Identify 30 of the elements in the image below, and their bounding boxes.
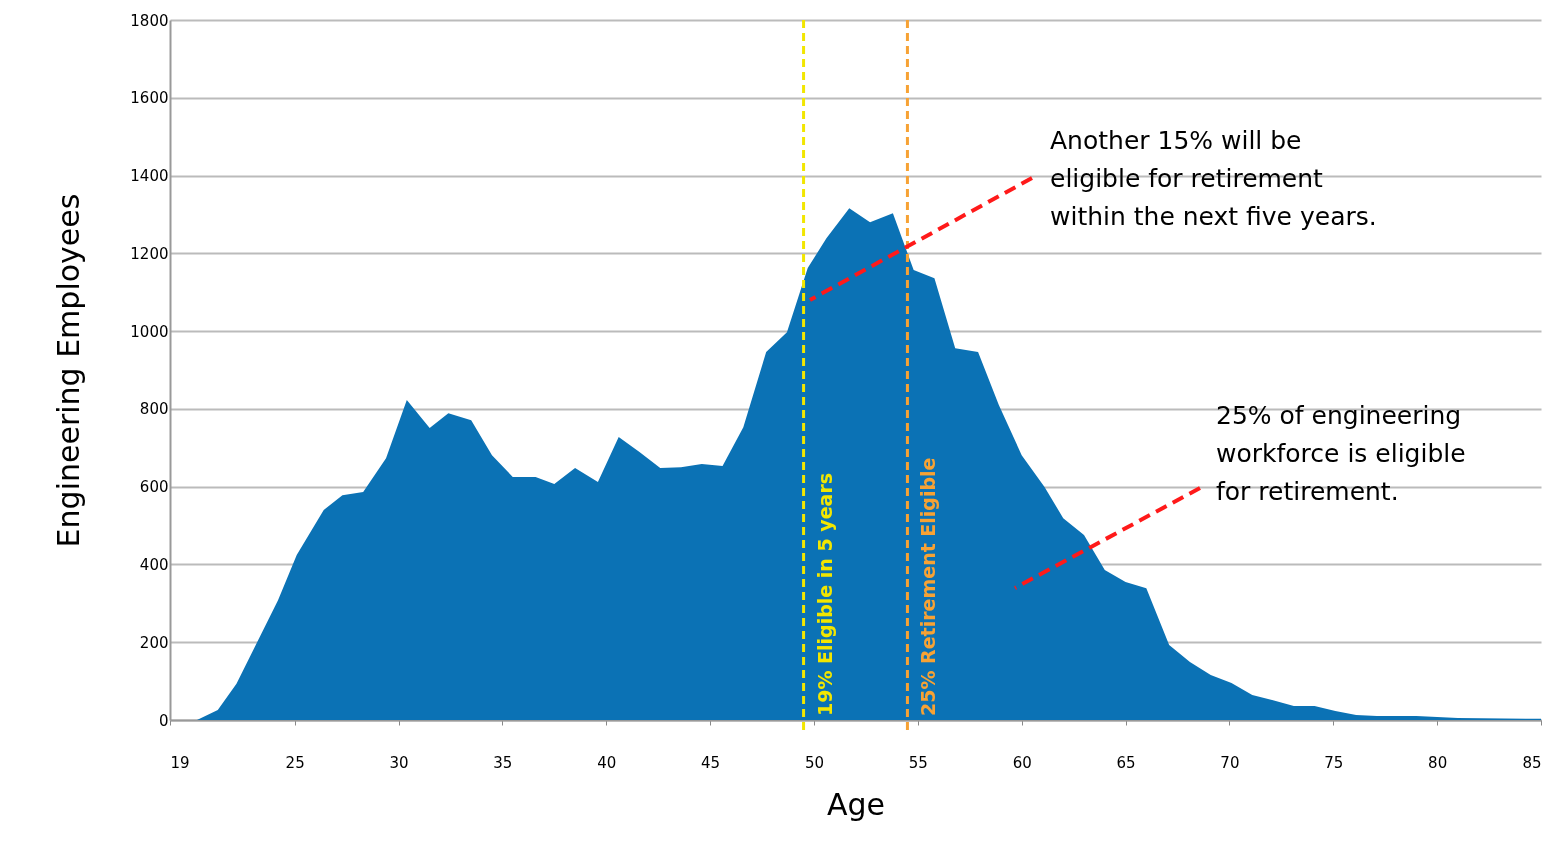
ref-line-label: 19% Eligible in 5 years xyxy=(813,472,836,716)
y-tick-label: 400 xyxy=(139,555,169,574)
y-axis-title: Engineering Employees xyxy=(51,193,87,548)
x-tick-label: 25 xyxy=(285,753,305,772)
x-axis-title: Age xyxy=(826,786,886,822)
y-tick-label: 1600 xyxy=(130,89,169,108)
x-tick-label: 65 xyxy=(1116,753,1136,772)
x-tick-label: 35 xyxy=(493,753,513,772)
x-tick-label: 85 xyxy=(1522,753,1542,772)
annotation: 25% of engineering workforce is eligible for retirement. xyxy=(1216,401,1466,506)
x-tick-label: 55 xyxy=(908,753,928,772)
x-tick-label: 40 xyxy=(597,753,617,772)
x-tick-label: 80 xyxy=(1428,753,1448,772)
y-tick-label: 0 xyxy=(158,711,169,730)
x-tick-label: 30 xyxy=(389,753,409,772)
x-tick-label: 70 xyxy=(1220,753,1240,772)
y-tick-label: 600 xyxy=(139,478,169,497)
x-tick-label: 75 xyxy=(1324,753,1344,772)
annotation: Another 15% will be eligible for retirement within the next five years. xyxy=(1050,126,1377,231)
y-tick-label: 1800 xyxy=(130,11,169,30)
x-tick-label: 45 xyxy=(701,753,721,772)
x-tick-label: 50 xyxy=(804,753,824,772)
y-tick-label: 200 xyxy=(139,633,169,652)
y-tick-label: 1400 xyxy=(130,167,169,186)
x-tick-label: 19 xyxy=(170,753,190,772)
y-tick-label: 1000 xyxy=(130,322,169,341)
y-tick-label: 800 xyxy=(139,400,169,419)
ref-line-label: 25% Retirement Eligible xyxy=(917,457,940,716)
y-tick-label: 1200 xyxy=(130,244,169,263)
x-tick-label: 60 xyxy=(1012,753,1032,772)
